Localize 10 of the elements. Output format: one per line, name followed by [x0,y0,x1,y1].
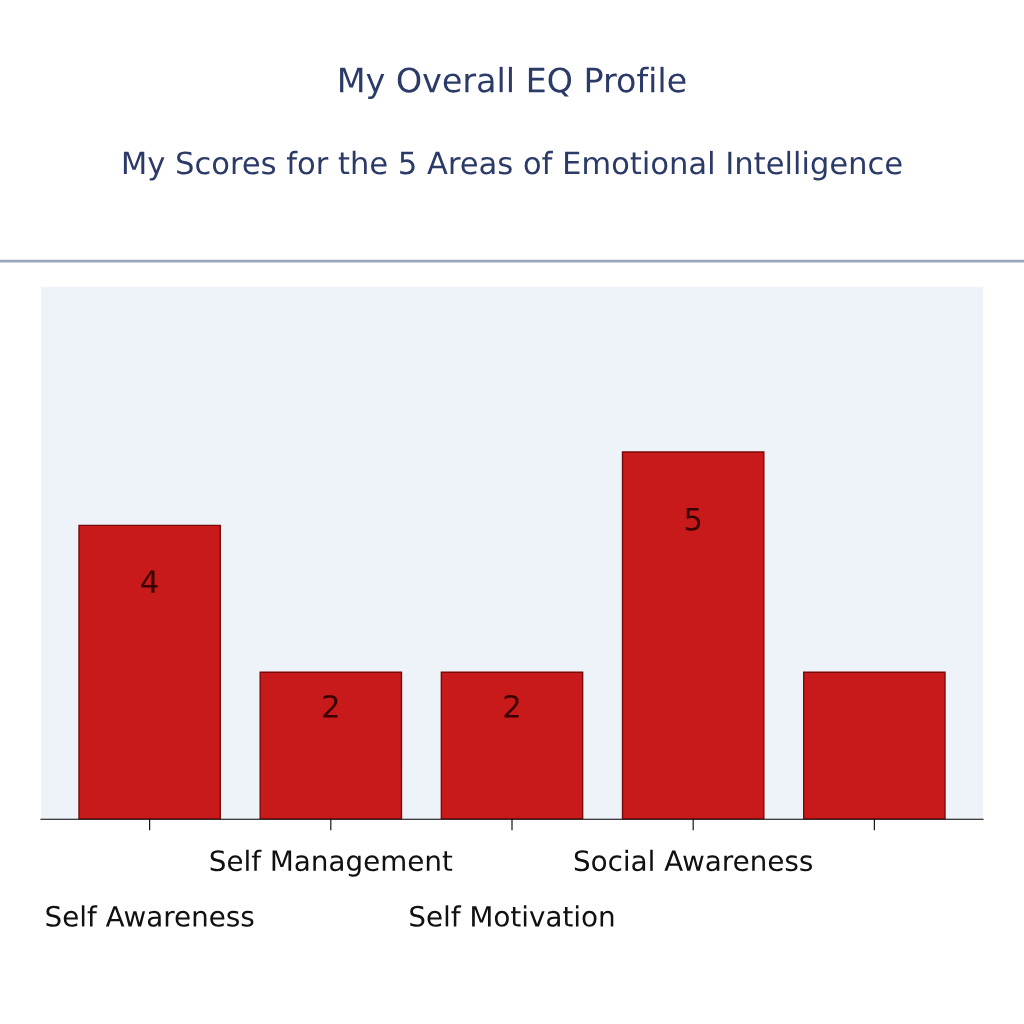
data-label: 4 [141,570,158,593]
data-label: 5 [685,508,701,531]
x-tick-label: Self Awareness [46,905,254,927]
x-tick-label: Self Motivation [410,905,614,927]
x-tick-label: Self Management [210,849,453,877]
chart-subtitle: My Scores for the 5 Areas of Emotional Intelligence [123,150,902,181]
x-tick-label: Social Awareness [574,849,812,872]
data-label: 2 [504,694,519,718]
chart-title: My Overall EQ Profile [340,66,686,100]
data-label: 2 [323,694,338,718]
